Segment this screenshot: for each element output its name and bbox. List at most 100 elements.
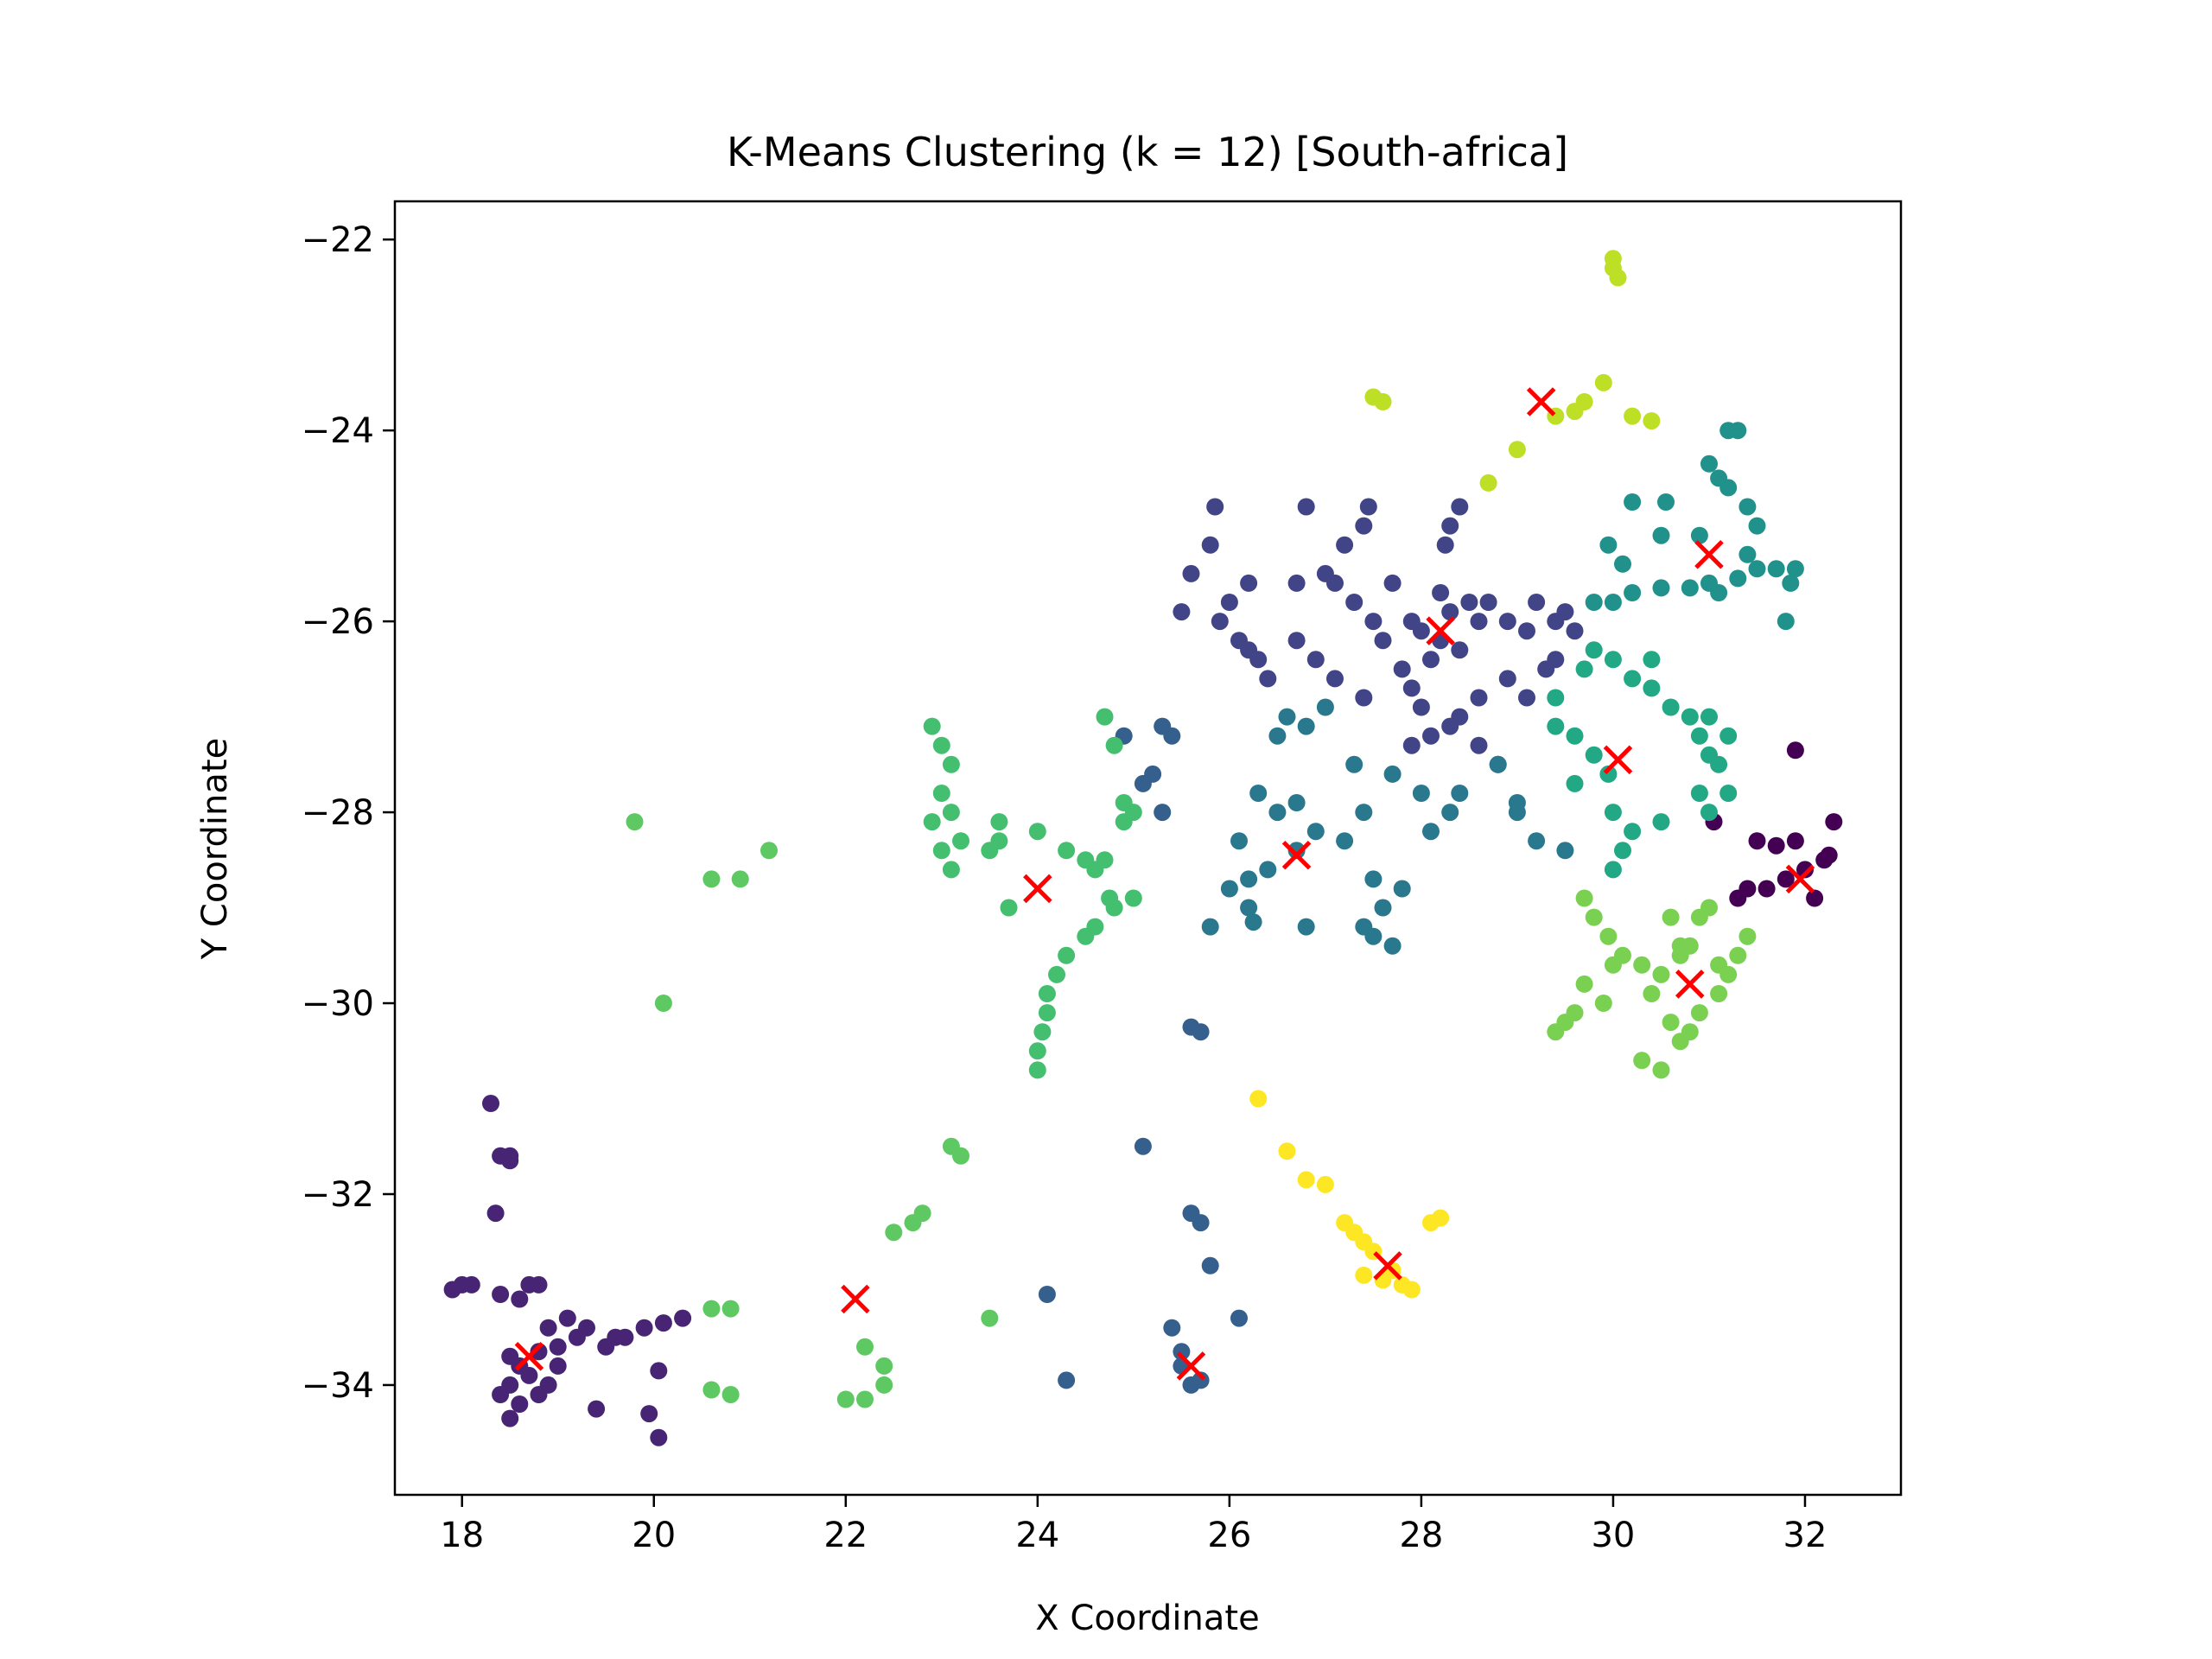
cluster-9-point [1547, 1023, 1565, 1041]
cluster-0-point [1825, 813, 1843, 831]
y-tick-label: −24 [302, 411, 374, 451]
cluster-3-point [1201, 1256, 1219, 1274]
cluster-1-point [520, 1366, 538, 1384]
cluster-7-point [1033, 1023, 1052, 1041]
chart-title: K-Means Clustering (k = 12) [South-afric… [727, 129, 1568, 175]
cluster-8-point [981, 1309, 999, 1327]
centroid-marker [841, 1284, 870, 1314]
cluster-5-point [1690, 526, 1708, 544]
cluster-3-point [1154, 804, 1172, 822]
cluster-5-point [1657, 493, 1675, 511]
y-tick-label: −22 [302, 220, 374, 260]
cluster-2-point [1422, 727, 1440, 745]
centroid-marker [1526, 387, 1556, 416]
cluster-6-point [1681, 708, 1699, 726]
cluster-9-point [1671, 937, 1689, 955]
cluster-9-point [1633, 1052, 1651, 1070]
cluster-7-point [942, 804, 960, 822]
cluster-5-point [1782, 574, 1800, 592]
cluster-6-point [1700, 708, 1718, 726]
cluster-5-point [1700, 454, 1718, 473]
cluster-3-point [1163, 1319, 1181, 1337]
cluster-7-point [923, 813, 941, 831]
cluster-8-point [952, 1147, 969, 1165]
cluster-2-point [1402, 613, 1421, 631]
centroid-marker [514, 1342, 544, 1371]
cluster-4-point [1297, 717, 1315, 735]
cluster-2-point [1345, 594, 1363, 611]
cluster-3-point [1192, 1023, 1210, 1041]
cluster-8-point [721, 1300, 740, 1318]
cluster-0-point [1806, 889, 1824, 907]
cluster-2-point [1206, 498, 1224, 516]
cluster-2-point [1316, 564, 1334, 582]
cluster-2-point [1173, 603, 1191, 621]
cluster-11-point [1249, 1090, 1268, 1108]
centroids-layer [514, 387, 1815, 1381]
cluster-1-point [530, 1275, 548, 1294]
cluster-1-point [640, 1405, 658, 1423]
cluster-6-point [1585, 641, 1603, 659]
cluster-6-point [1604, 804, 1622, 822]
cluster-2-point [1201, 536, 1219, 554]
cluster-5-point [1624, 493, 1642, 511]
cluster-4-point [1201, 918, 1219, 936]
centroid-marker [1373, 1251, 1402, 1281]
cluster-6-point [1575, 660, 1593, 678]
cluster-8-point [913, 1205, 931, 1223]
y-tick-label: −32 [302, 1175, 374, 1215]
cluster-8-point [702, 1381, 721, 1399]
x-tick-label: 28 [1399, 1516, 1443, 1555]
cluster-4-point [1393, 880, 1411, 898]
cluster-3-point [1192, 1371, 1210, 1389]
cluster-2-point [1287, 574, 1306, 592]
cluster-6-point [1719, 785, 1738, 802]
cluster-8-point [702, 1300, 721, 1318]
cluster-9-point [1719, 965, 1738, 983]
cluster-1-point [511, 1290, 529, 1308]
cluster-9-point [1738, 927, 1757, 945]
cluster-4-point [1336, 832, 1354, 850]
cluster-2-point [1240, 574, 1258, 592]
cluster-8-point [654, 995, 672, 1012]
cluster-2-point [1355, 517, 1373, 535]
cluster-4-point [1528, 832, 1546, 850]
cluster-4-point [1355, 804, 1373, 822]
cluster-7-point [952, 832, 969, 850]
centroid-marker [1176, 1351, 1206, 1381]
cluster-0-point [1767, 836, 1785, 855]
cluster-2-point [1359, 498, 1377, 516]
cluster-2-point [1306, 651, 1325, 669]
cluster-2-point [1249, 651, 1268, 669]
cluster-6-point [1566, 727, 1584, 745]
cluster-2-point [1470, 613, 1488, 631]
cluster-2-point [1220, 594, 1238, 611]
cluster-5-point [1738, 545, 1757, 563]
cluster-2-point [1326, 670, 1344, 688]
cluster-10-point [1566, 403, 1584, 421]
cluster-9-point [1662, 1014, 1680, 1032]
x-tick-label: 22 [823, 1516, 868, 1555]
cluster-4-point [1220, 880, 1238, 898]
cluster-7-point [1058, 946, 1076, 964]
cluster-6-point [1599, 765, 1618, 783]
cluster-3-point [1058, 1371, 1076, 1389]
cluster-0-point [1729, 889, 1747, 907]
cluster-4-point [1422, 823, 1440, 841]
cluster-4-point [1244, 913, 1262, 931]
x-tick-label: 32 [1783, 1516, 1827, 1555]
cluster-8-point [885, 1224, 903, 1242]
y-axis-label: Y Coordinate [195, 738, 235, 960]
cluster-8-point [626, 813, 644, 831]
cluster-2-point [1355, 689, 1373, 707]
cluster-2-point [1393, 660, 1411, 678]
cluster-2-point [1441, 603, 1459, 621]
cluster-3-point [1173, 1343, 1191, 1361]
cluster-5-point [1729, 569, 1747, 588]
cluster-5-point [1748, 560, 1766, 578]
cluster-6-point [1690, 727, 1708, 745]
cluster-1-point [539, 1376, 557, 1394]
cluster-5-point [1585, 594, 1603, 611]
cluster-11-point [1355, 1266, 1373, 1284]
